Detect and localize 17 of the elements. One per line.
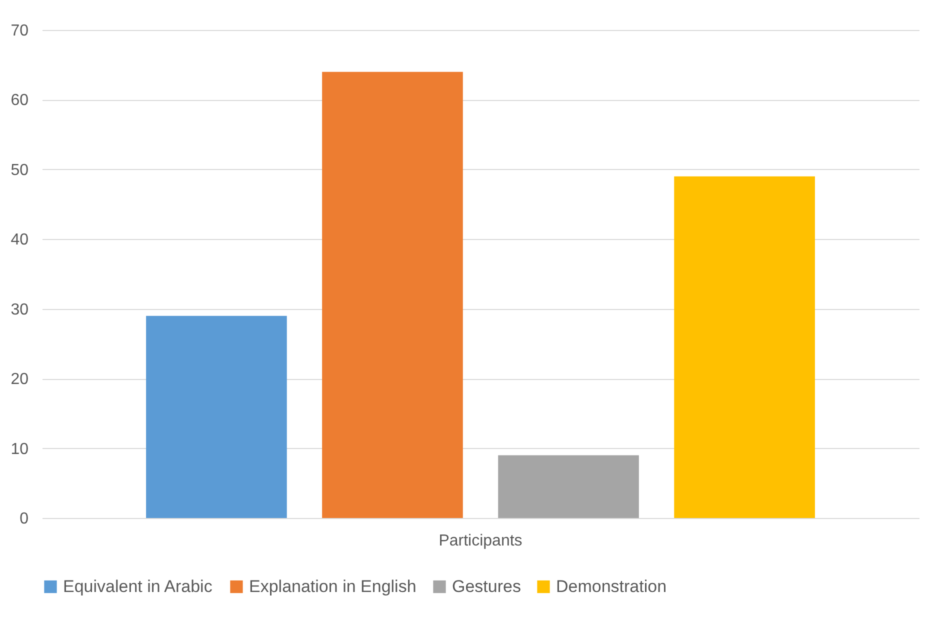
y-tick-label: 30 [10,301,29,318]
legend-label: Demonstration [556,576,667,596]
y-tick-label: 50 [10,162,29,179]
y-tick-label: 0 [20,510,29,528]
y-tick-label: 60 [10,92,29,110]
y-tick-label: 70 [10,22,29,40]
bar [498,455,639,518]
legend-label: Explanation in English [249,576,416,596]
legend-label: Equivalent in Arabic [63,576,213,596]
y-tick-label: 40 [10,232,29,249]
y-tick-label: 10 [10,440,29,458]
y-tick-label: 20 [10,371,29,388]
x-tick-label: Participants [438,532,522,550]
bar [674,176,815,518]
legend-label: Gestures [452,576,521,596]
bar [146,316,287,518]
bar [322,72,463,518]
